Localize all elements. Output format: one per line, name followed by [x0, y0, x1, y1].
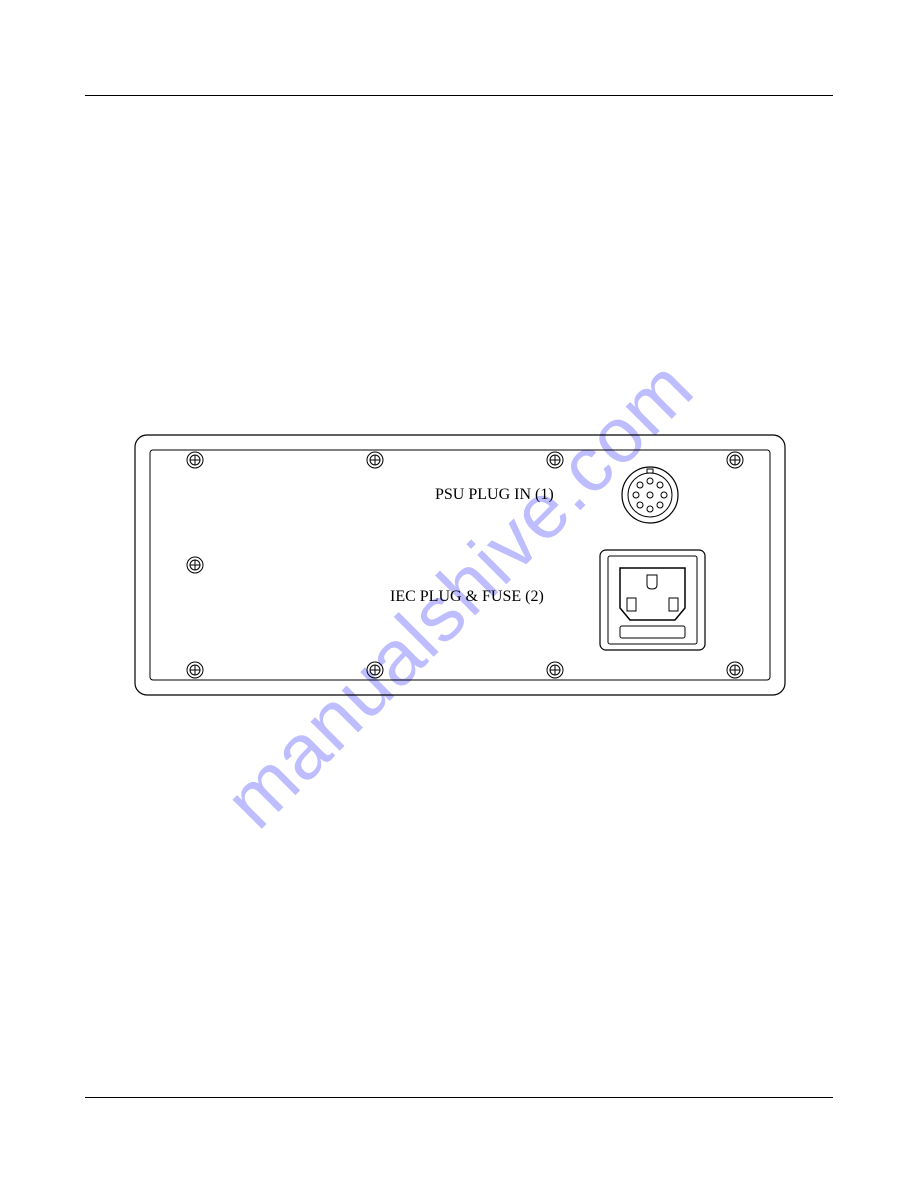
- panel-svg: [130, 430, 790, 700]
- screw: [367, 452, 383, 468]
- psu-label: PSU PLUG IN (1): [435, 486, 554, 504]
- iec-label: IEC PLUG & FUSE (2): [390, 588, 544, 606]
- header-rule: [85, 95, 833, 96]
- psu-connector-icon: [622, 467, 678, 523]
- screw: [187, 452, 203, 468]
- screw: [547, 452, 563, 468]
- screw: [367, 662, 383, 678]
- screw: [727, 662, 743, 678]
- screw: [187, 662, 203, 678]
- screw: [187, 557, 203, 573]
- screw: [727, 452, 743, 468]
- outer-panel: [135, 435, 785, 695]
- inner-plate: [150, 450, 770, 680]
- rear-panel-diagram: PSU PLUG IN (1) IEC PLUG & FUSE (2): [130, 430, 790, 700]
- iec-socket-icon: [600, 550, 705, 650]
- screw: [547, 662, 563, 678]
- footer-rule: [85, 1097, 833, 1098]
